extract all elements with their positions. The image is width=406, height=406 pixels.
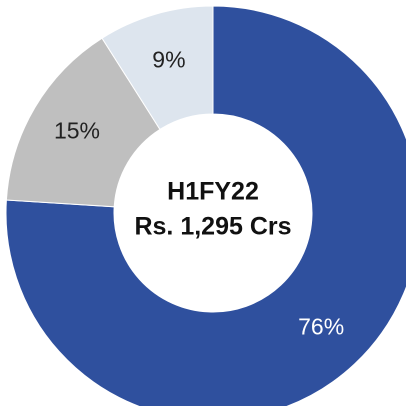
slice-label: 9%	[152, 46, 185, 72]
slice-label: 15%	[54, 118, 100, 144]
slice-label: 76%	[298, 313, 344, 339]
donut-slice	[5, 37, 161, 208]
donut-slice	[5, 5, 406, 406]
center-title: H1FY22	[167, 178, 259, 206]
donut-slice	[101, 5, 214, 131]
center-subtitle: Rs. 1,295 Crs	[134, 213, 291, 241]
